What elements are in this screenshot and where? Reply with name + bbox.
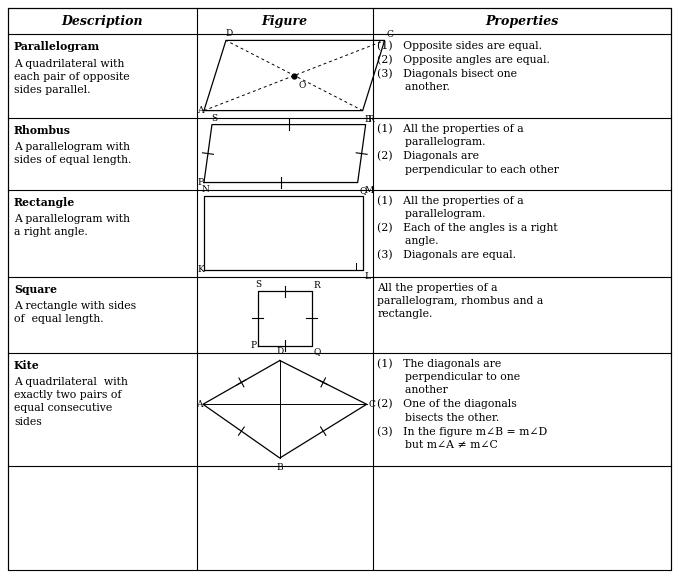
Text: A quadrilateral with
each pair of opposite
sides parallel.: A quadrilateral with each pair of opposi… (14, 59, 130, 95)
Text: Q: Q (314, 347, 321, 357)
Text: (1)   The diagonals are
        perpendicular to one
        another
(2)   One o: (1) The diagonals are perpendicular to o… (378, 358, 548, 450)
Text: D: D (225, 29, 232, 38)
Text: M: M (365, 186, 374, 195)
Text: (1)   All the properties of a
        parallelogram.
(2)   Each of the angles is: (1) All the properties of a parallelogra… (378, 195, 558, 261)
Text: Figure: Figure (261, 14, 308, 28)
Text: A rectangle with sides
of  equal length.: A rectangle with sides of equal length. (14, 301, 136, 324)
Text: All the properties of a
parallelogram, rhombus and a
rectangle.: All the properties of a parallelogram, r… (378, 283, 544, 319)
Text: Square: Square (14, 284, 57, 295)
Text: R: R (314, 281, 320, 290)
Text: K: K (197, 265, 204, 274)
Text: O: O (298, 80, 306, 90)
Text: P: P (197, 178, 203, 187)
Text: (1)   All the properties of a
        parallelogram.
(2)   Diagonals are
       : (1) All the properties of a parallelogra… (378, 124, 559, 175)
Text: Q: Q (360, 187, 367, 195)
Text: A: A (196, 400, 202, 409)
Text: R: R (367, 114, 374, 124)
Text: S: S (256, 280, 262, 289)
Text: Rhombus: Rhombus (14, 125, 71, 136)
Text: Kite: Kite (14, 360, 40, 370)
Text: D: D (276, 346, 283, 355)
Text: B: B (276, 463, 283, 472)
Text: Properties: Properties (485, 14, 558, 28)
Text: A: A (197, 106, 204, 115)
Text: A parallelogram with
a right angle.: A parallelogram with a right angle. (14, 214, 130, 237)
Text: Description: Description (62, 14, 143, 28)
Text: L: L (365, 272, 371, 281)
Text: Parallelogram: Parallelogram (14, 42, 100, 53)
Text: N: N (202, 184, 210, 194)
Text: A parallelogram with
sides of equal length.: A parallelogram with sides of equal leng… (14, 142, 131, 165)
Text: C: C (369, 400, 375, 409)
Text: C: C (386, 31, 394, 39)
Text: Rectangle: Rectangle (14, 197, 75, 208)
Text: (1)   Opposite sides are equal.
(2)   Opposite angles are equal.
(3)   Diagonals: (1) Opposite sides are equal. (2) Opposi… (378, 40, 550, 92)
Text: S: S (211, 114, 217, 123)
Text: B: B (365, 114, 371, 124)
Text: A quadrilateral  with
exactly two pairs of
equal consecutive
sides: A quadrilateral with exactly two pairs o… (14, 377, 128, 427)
Text: P: P (251, 341, 257, 350)
